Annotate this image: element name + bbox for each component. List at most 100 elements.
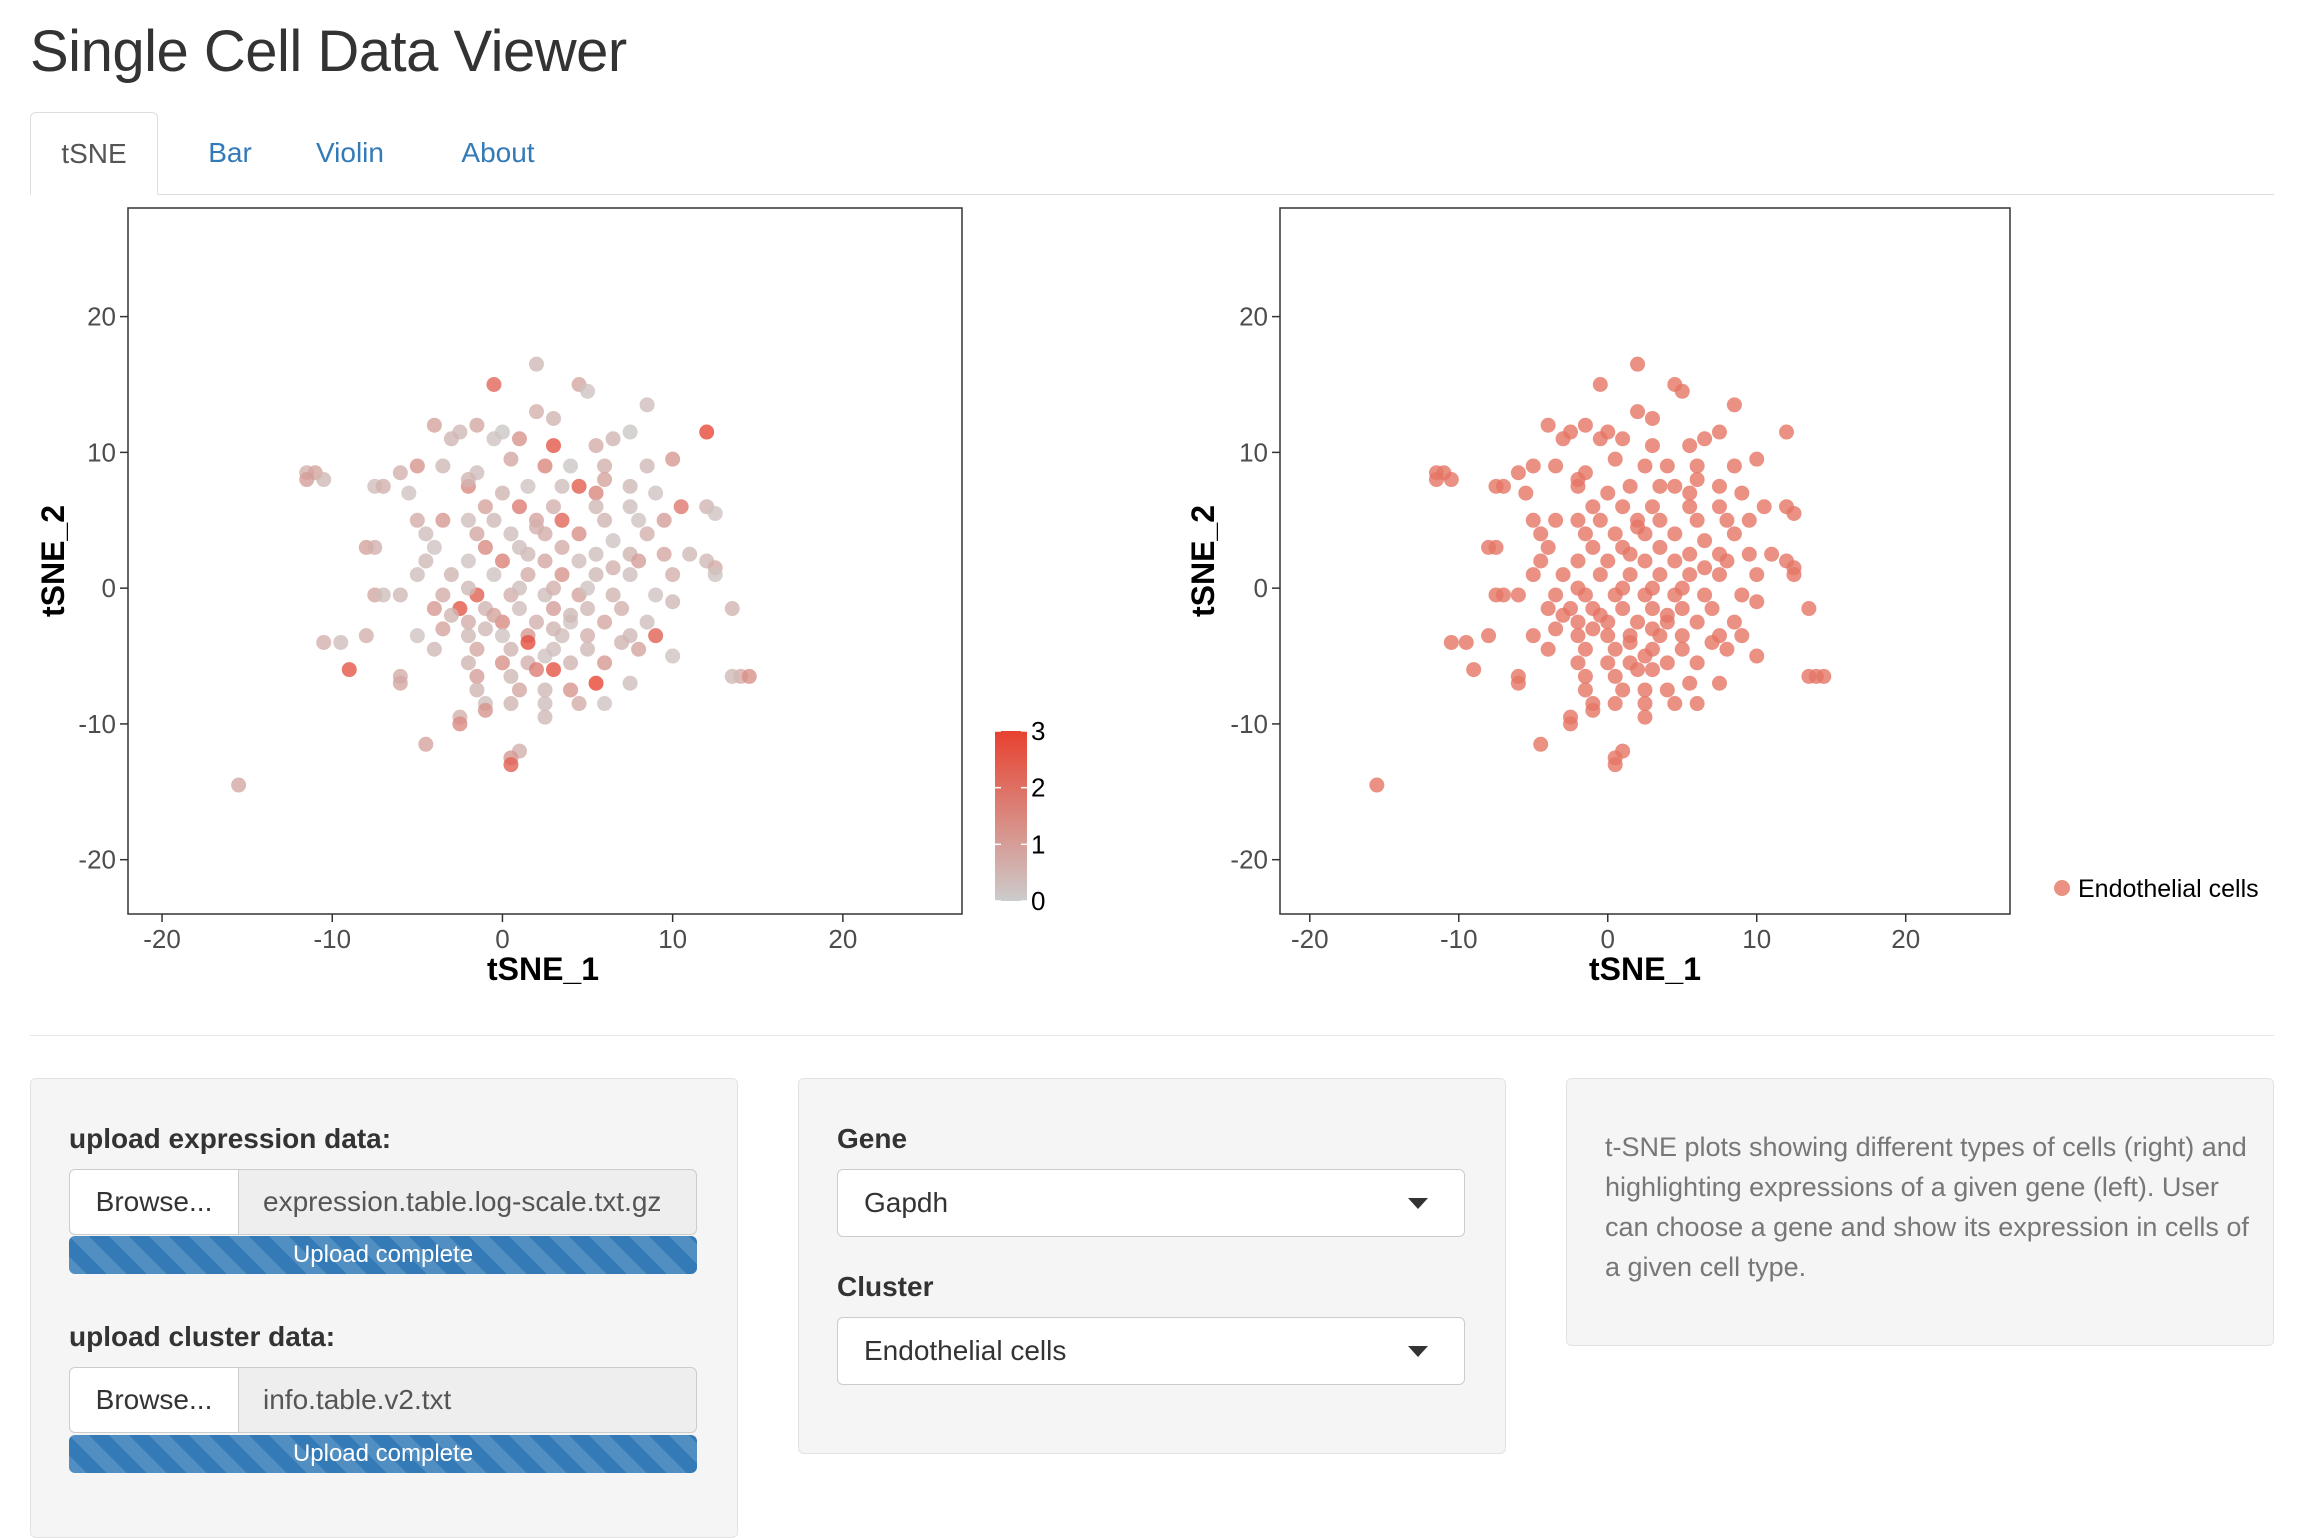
x-axis-label: tSNE_1	[487, 951, 599, 987]
cell-point	[1510, 465, 1526, 481]
cell-point	[580, 601, 596, 617]
cell-point	[1533, 736, 1549, 752]
cell-point	[724, 601, 740, 617]
cell-point	[1533, 526, 1549, 542]
cell-point	[588, 546, 604, 562]
cell-point	[486, 377, 502, 392]
cell-point	[511, 682, 527, 698]
cluster-tsne-plot: -20 -10 0 10 20 -20 -10 0 10 20 tSNE_1 tSNE_2 End…	[1185, 207, 2259, 987]
cell-point	[1682, 567, 1698, 583]
cell-point	[1644, 621, 1660, 637]
cell-point	[622, 675, 638, 691]
cell-point	[392, 675, 408, 691]
cell-point	[460, 614, 476, 630]
cell-point	[460, 655, 476, 671]
cell-point	[622, 478, 638, 494]
gene-label: Gene	[837, 1123, 908, 1154]
cell-point	[597, 472, 613, 488]
cell-point	[1570, 655, 1586, 671]
cell-point	[571, 478, 587, 494]
cell-point	[511, 431, 527, 447]
cell-point	[409, 628, 425, 644]
cell-point	[546, 601, 562, 617]
cell-point	[1615, 682, 1631, 698]
cell-point	[1667, 526, 1683, 542]
cell-point	[1704, 634, 1720, 650]
cell-point	[1652, 567, 1668, 583]
color-scale-tick-label: 0	[1031, 886, 1045, 916]
cell-point	[1615, 431, 1631, 447]
cell-point	[1697, 533, 1713, 549]
cell-point	[605, 431, 621, 447]
cell-point	[1749, 567, 1765, 583]
cell-point	[1779, 424, 1795, 440]
cell-point	[486, 431, 502, 447]
cell-point	[435, 587, 451, 603]
y-axis-label: tSNE_2	[1185, 505, 1221, 617]
cell-point	[1711, 499, 1727, 515]
cell-point	[1637, 682, 1653, 698]
cell-point	[614, 601, 630, 617]
cell-point	[1607, 757, 1623, 773]
cell-point	[1801, 601, 1817, 617]
cell-point	[537, 696, 553, 712]
tab-about[interactable]: About	[461, 137, 535, 168]
cell-point	[1674, 383, 1690, 399]
legend-label: Endothelial cells	[2078, 875, 2259, 903]
cell-point	[1726, 458, 1742, 474]
cluster-select[interactable]: Endothelial cells	[837, 1317, 1465, 1385]
tab-violin[interactable]: Violin	[316, 137, 384, 168]
cell-point	[1711, 675, 1727, 691]
cell-point	[1600, 485, 1616, 501]
cell-point	[1726, 397, 1742, 413]
cell-point	[1592, 607, 1608, 623]
expression-upload-progress: Upload complete	[69, 1236, 697, 1274]
cell-point	[563, 607, 579, 623]
cell-point	[563, 655, 579, 671]
cell-point	[520, 634, 536, 650]
cell-point	[1466, 662, 1482, 678]
cell-point	[1644, 410, 1660, 426]
cell-point	[1674, 580, 1690, 596]
selector-panel: Gene Gapdh Cluster Endothelial cells	[798, 1078, 1506, 1454]
cluster-browse-button[interactable]: Browse...	[69, 1367, 239, 1433]
cell-point	[673, 499, 689, 515]
cell-point	[1443, 634, 1459, 650]
cell-point	[1682, 438, 1698, 454]
points-layer	[1369, 356, 1832, 793]
y-tick-label: 0	[1254, 573, 1268, 603]
expression-browse-button[interactable]: Browse...	[69, 1169, 239, 1235]
cell-point	[546, 662, 562, 678]
cell-point	[1734, 485, 1750, 501]
cell-point	[1749, 451, 1765, 467]
cell-point	[1592, 377, 1608, 392]
gene-select[interactable]: Gapdh	[837, 1169, 1465, 1237]
cell-point	[1570, 553, 1586, 569]
cell-point	[546, 410, 562, 426]
cell-point	[1570, 628, 1586, 644]
cell-point	[511, 499, 527, 515]
cell-point	[563, 458, 579, 474]
cell-point	[1525, 458, 1541, 474]
cell-point	[1630, 662, 1646, 678]
tab-tsne[interactable]: tSNE	[30, 112, 158, 195]
cell-point	[1630, 356, 1646, 372]
cell-point	[1697, 431, 1713, 447]
cell-point	[503, 696, 519, 712]
cell-point	[1711, 478, 1727, 494]
tab-bar-chart[interactable]: Bar	[208, 137, 252, 168]
cell-point	[1697, 560, 1713, 576]
cell-point	[665, 594, 681, 610]
cell-point	[528, 356, 544, 372]
cell-point	[1607, 696, 1623, 712]
description-panel: t-SNE plots showing different types of c…	[1566, 1078, 2274, 1346]
cell-point	[1577, 641, 1593, 657]
cell-point	[580, 641, 596, 657]
x-tick-label: 0	[495, 924, 509, 954]
cell-point	[1667, 696, 1683, 712]
cell-point	[469, 417, 485, 433]
cell-point	[435, 458, 451, 474]
tab-bar: tSNE Bar Violin About	[30, 112, 2274, 195]
cell-point	[1756, 499, 1772, 515]
y-tick-label: 20	[1239, 302, 1268, 332]
